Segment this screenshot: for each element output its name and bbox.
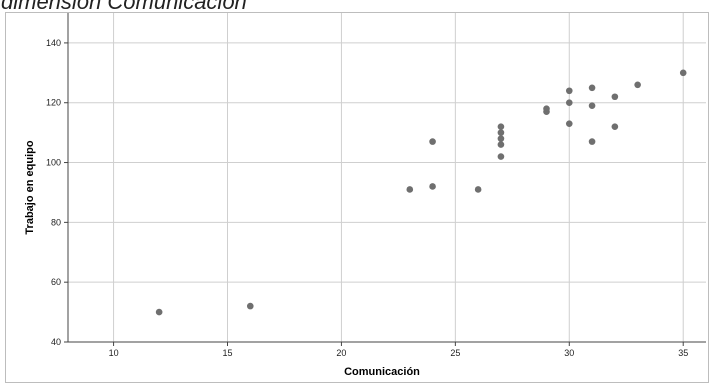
data-point (497, 129, 505, 136)
x-tick-label: 30 (564, 348, 574, 358)
y-tick-label: 120 (46, 98, 61, 108)
data-point (429, 138, 436, 145)
data-point (588, 102, 596, 110)
y-tick-label: 80 (51, 217, 61, 227)
data-point (634, 81, 641, 89)
data-point (497, 153, 505, 160)
y-tick-label: 60 (51, 277, 61, 287)
x-tick-label: 10 (109, 348, 119, 358)
chart-panel: 10 15 20 25 30 35 40 60 80 100 120 140 Comunicación… (5, 12, 709, 383)
x-tick-label: 35 (678, 348, 688, 358)
data-point (406, 186, 414, 193)
x-tick-label: 15 (222, 348, 232, 358)
data-point (246, 302, 254, 310)
data-point (679, 69, 687, 77)
gridlines (68, 13, 706, 343)
y-tick-label: 100 (46, 158, 61, 168)
data-point (565, 87, 573, 95)
y-tick-label: 140 (46, 38, 61, 48)
data-points (155, 69, 687, 316)
data-point (474, 186, 482, 193)
data-point (565, 120, 573, 127)
data-point (588, 138, 596, 145)
data-point (429, 183, 436, 190)
data-point (565, 99, 573, 107)
y-axis-title: Trabajo en equipo (24, 140, 36, 234)
data-point (155, 308, 163, 316)
data-point (497, 135, 505, 142)
scatter-chart: 10 15 20 25 30 35 40 60 80 100 120 140 Comunicación… (24, 13, 706, 378)
data-point (497, 141, 505, 148)
data-point (588, 84, 596, 92)
axes (64, 13, 706, 346)
data-point (611, 123, 619, 130)
data-point (611, 93, 619, 101)
x-tick-label: 25 (450, 348, 460, 358)
x-tick-label: 20 (336, 348, 346, 358)
tick-labels: 10 15 20 25 30 35 40 60 80 100 120 140 (46, 38, 688, 358)
y-tick-label: 40 (51, 337, 61, 347)
data-point (543, 105, 550, 113)
figure-caption: dimensión Comunicación (1, 0, 247, 13)
data-point (497, 123, 505, 130)
x-axis-title: Comunicación (344, 366, 420, 378)
